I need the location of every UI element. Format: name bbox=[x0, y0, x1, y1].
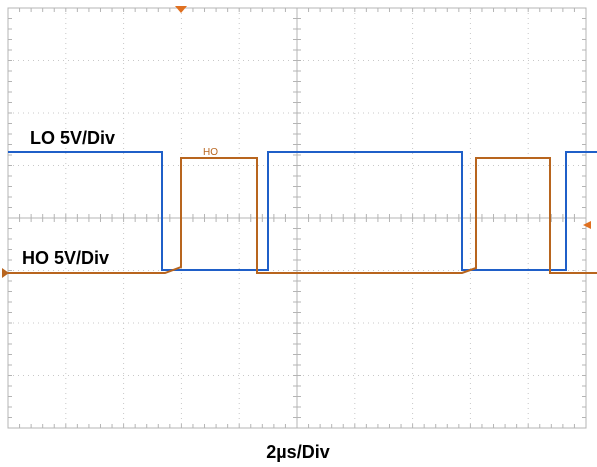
graticule bbox=[7, 7, 587, 429]
time-base: 2µs/Div bbox=[266, 442, 329, 462]
lo-label: LO 5V/Div bbox=[30, 128, 115, 148]
ho-ground-marker bbox=[2, 268, 9, 278]
trigger-marker bbox=[175, 6, 187, 13]
lo-trace bbox=[8, 151, 597, 271]
level-marker bbox=[583, 221, 591, 229]
ho-marker: HO bbox=[203, 147, 218, 158]
ho-label: HO 5V/Div bbox=[22, 248, 109, 268]
ho-trace bbox=[8, 157, 597, 274]
